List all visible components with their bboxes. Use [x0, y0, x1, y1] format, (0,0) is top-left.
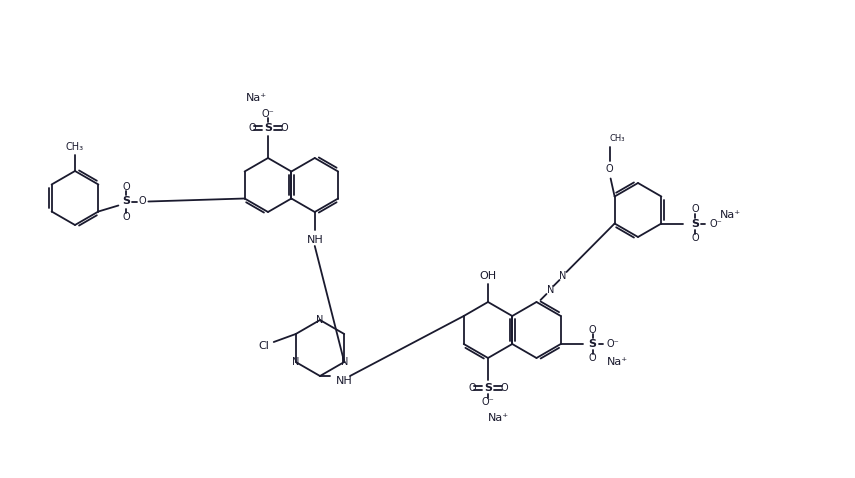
- Text: OH: OH: [480, 271, 497, 281]
- Text: Na⁺: Na⁺: [607, 357, 628, 367]
- Text: O: O: [606, 163, 613, 174]
- Text: N: N: [292, 357, 299, 367]
- Text: O⁻: O⁻: [607, 339, 620, 349]
- Text: Cl: Cl: [258, 341, 269, 351]
- Text: O⁻: O⁻: [262, 109, 274, 119]
- Text: CH₃: CH₃: [66, 142, 84, 152]
- Text: S: S: [264, 123, 272, 133]
- Text: O: O: [692, 232, 699, 242]
- Text: CH₃: CH₃: [610, 134, 625, 143]
- Text: O⁻: O⁻: [481, 397, 494, 407]
- Text: Na⁺: Na⁺: [487, 413, 509, 423]
- Text: NH: NH: [306, 235, 323, 245]
- Text: O: O: [139, 196, 146, 206]
- Text: N: N: [340, 357, 348, 367]
- Text: NH: NH: [336, 376, 352, 386]
- Text: N: N: [559, 271, 566, 281]
- Text: Na⁺: Na⁺: [720, 210, 741, 220]
- Text: O: O: [500, 383, 508, 393]
- Text: Na⁺: Na⁺: [245, 93, 267, 103]
- Text: S: S: [122, 196, 130, 206]
- Text: O: O: [280, 123, 288, 133]
- Text: N: N: [547, 285, 554, 295]
- Text: O: O: [692, 205, 699, 215]
- Text: S: S: [692, 218, 699, 228]
- Text: O: O: [589, 325, 597, 335]
- Text: S: S: [589, 339, 597, 349]
- Text: O: O: [122, 182, 130, 192]
- Text: O⁻: O⁻: [710, 218, 722, 228]
- Text: O: O: [122, 211, 130, 221]
- Text: S: S: [484, 383, 492, 393]
- Text: O: O: [589, 353, 597, 363]
- Text: O: O: [248, 123, 256, 133]
- Text: N: N: [316, 315, 324, 325]
- Text: O: O: [469, 383, 476, 393]
